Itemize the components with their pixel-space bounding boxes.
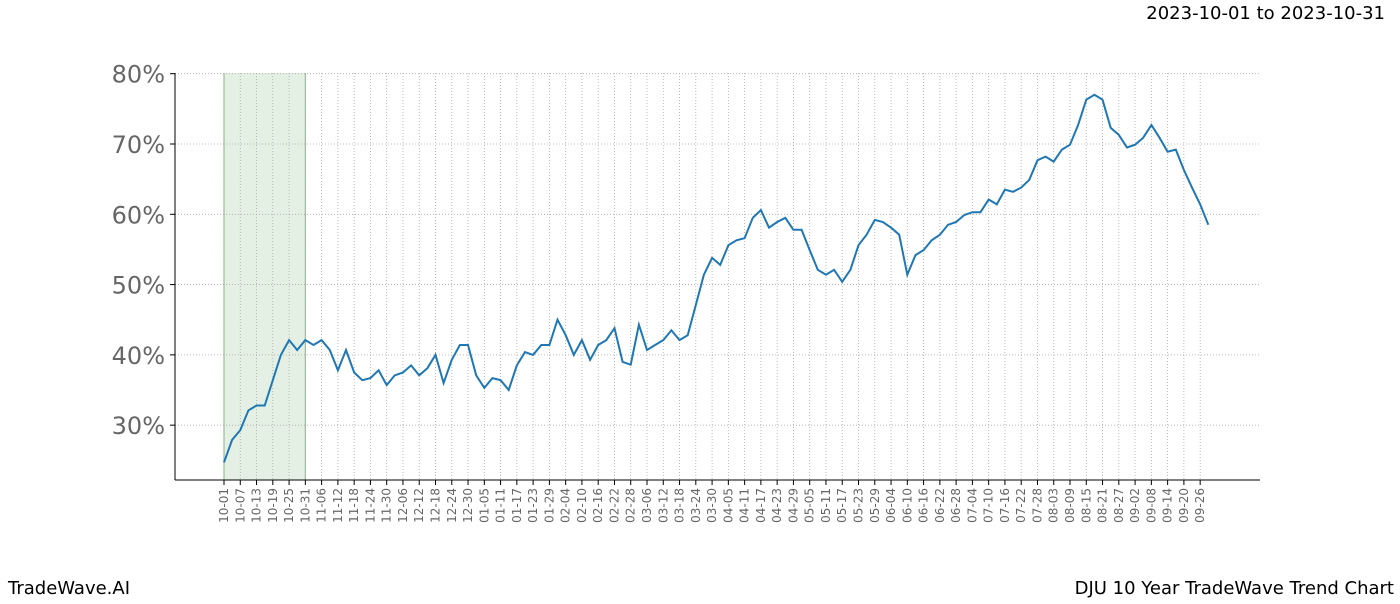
- x-tick-label: 04-17: [754, 488, 768, 523]
- x-tick-label: 10-31: [298, 488, 312, 523]
- x-tick-label: 04-23: [770, 488, 784, 523]
- x-tick-label: 03-24: [689, 488, 703, 523]
- x-tick-label: 11-24: [363, 488, 377, 523]
- x-tick-label: 11-30: [380, 488, 394, 523]
- x-tick-label: 08-27: [1112, 488, 1126, 523]
- x-tick-label: 05-17: [835, 488, 849, 523]
- x-tick-label: 09-02: [1128, 488, 1142, 523]
- x-tick-label: 05-29: [868, 488, 882, 523]
- x-tick-label: 07-22: [1014, 488, 1028, 523]
- x-tick-label: 10-07: [233, 488, 247, 523]
- x-tick-label: 09-08: [1144, 488, 1158, 523]
- x-tick-label: 09-20: [1177, 488, 1191, 523]
- y-tick-label: 30%: [112, 412, 165, 440]
- x-tick-label: 03-06: [640, 488, 654, 523]
- y-tick-label: 40%: [112, 342, 165, 370]
- x-tick-label: 04-05: [721, 488, 735, 523]
- x-tick-label: 05-05: [803, 488, 817, 523]
- x-tick-label: 01-11: [494, 488, 508, 523]
- x-tick-label: 12-06: [396, 488, 410, 523]
- x-tick-label: 02-04: [559, 488, 573, 523]
- y-tick-label: 80%: [112, 61, 165, 89]
- x-tick-label: 10-13: [250, 488, 264, 523]
- x-tick-label: 11-12: [331, 488, 345, 523]
- x-tick-label: 01-17: [510, 488, 524, 523]
- x-tick-label: 06-28: [949, 488, 963, 523]
- trend-line: [223, 93, 1210, 463]
- x-tick-label: 05-23: [852, 488, 866, 523]
- x-tick-label: 08-09: [1063, 488, 1077, 523]
- x-tick-label: 02-22: [607, 488, 621, 523]
- x-tick-label: 06-10: [900, 488, 914, 523]
- x-tick-label: 02-28: [624, 488, 638, 523]
- x-tick-label: 01-29: [542, 488, 556, 523]
- x-tick-label: 04-29: [786, 488, 800, 523]
- y-tick-label: 60%: [112, 201, 165, 229]
- chart-caption: DJU 10 Year TradeWave Trend Chart: [1075, 578, 1394, 599]
- x-tick-label: 08-03: [1047, 488, 1061, 523]
- x-tick-label: 10-25: [282, 488, 296, 523]
- x-tick-label: 10-01: [217, 488, 231, 523]
- x-tick-label: 06-22: [933, 488, 947, 523]
- x-tick-label: 10-19: [266, 488, 280, 523]
- x-tick-label: 08-21: [1096, 488, 1110, 523]
- x-tick-label: 03-18: [673, 488, 687, 523]
- x-tick-label: 03-30: [705, 488, 719, 523]
- x-tick-label: 09-14: [1161, 488, 1175, 523]
- brand: TradeWave.AI: [7, 578, 130, 599]
- x-tick-label: 06-16: [917, 488, 931, 523]
- x-tick-label: 04-11: [738, 488, 752, 523]
- y-tick-label: 50%: [112, 272, 165, 300]
- x-tick-label: 09-26: [1193, 488, 1207, 523]
- x-tick-label: 01-05: [477, 488, 491, 523]
- date-range: 2023-10-01 to 2023-10-31: [1146, 3, 1385, 24]
- highlight-band: [224, 73, 306, 480]
- x-tick-label: 07-04: [965, 488, 979, 523]
- x-tick-label: 01-23: [526, 488, 540, 523]
- x-tick-label: 05-11: [819, 488, 833, 523]
- x-tick-label: 07-16: [998, 488, 1012, 523]
- x-tick-label: 03-12: [656, 488, 670, 523]
- x-tick-label: 12-24: [445, 488, 459, 523]
- x-tick-label: 12-18: [429, 488, 443, 523]
- y-tick-label: 70%: [112, 131, 165, 159]
- x-tick-label: 12-12: [412, 488, 426, 523]
- x-tick-label: 06-04: [884, 488, 898, 523]
- x-tick-label: 08-15: [1079, 488, 1093, 523]
- x-tick-label: 12-30: [461, 488, 475, 523]
- x-tick-label: 11-18: [347, 488, 361, 523]
- x-tick-label: 02-10: [575, 488, 589, 523]
- x-tick-label: 02-16: [591, 488, 605, 523]
- x-tick-label: 11-06: [315, 488, 329, 523]
- x-tick-label: 07-10: [982, 488, 996, 523]
- x-tick-label: 07-28: [1030, 488, 1044, 523]
